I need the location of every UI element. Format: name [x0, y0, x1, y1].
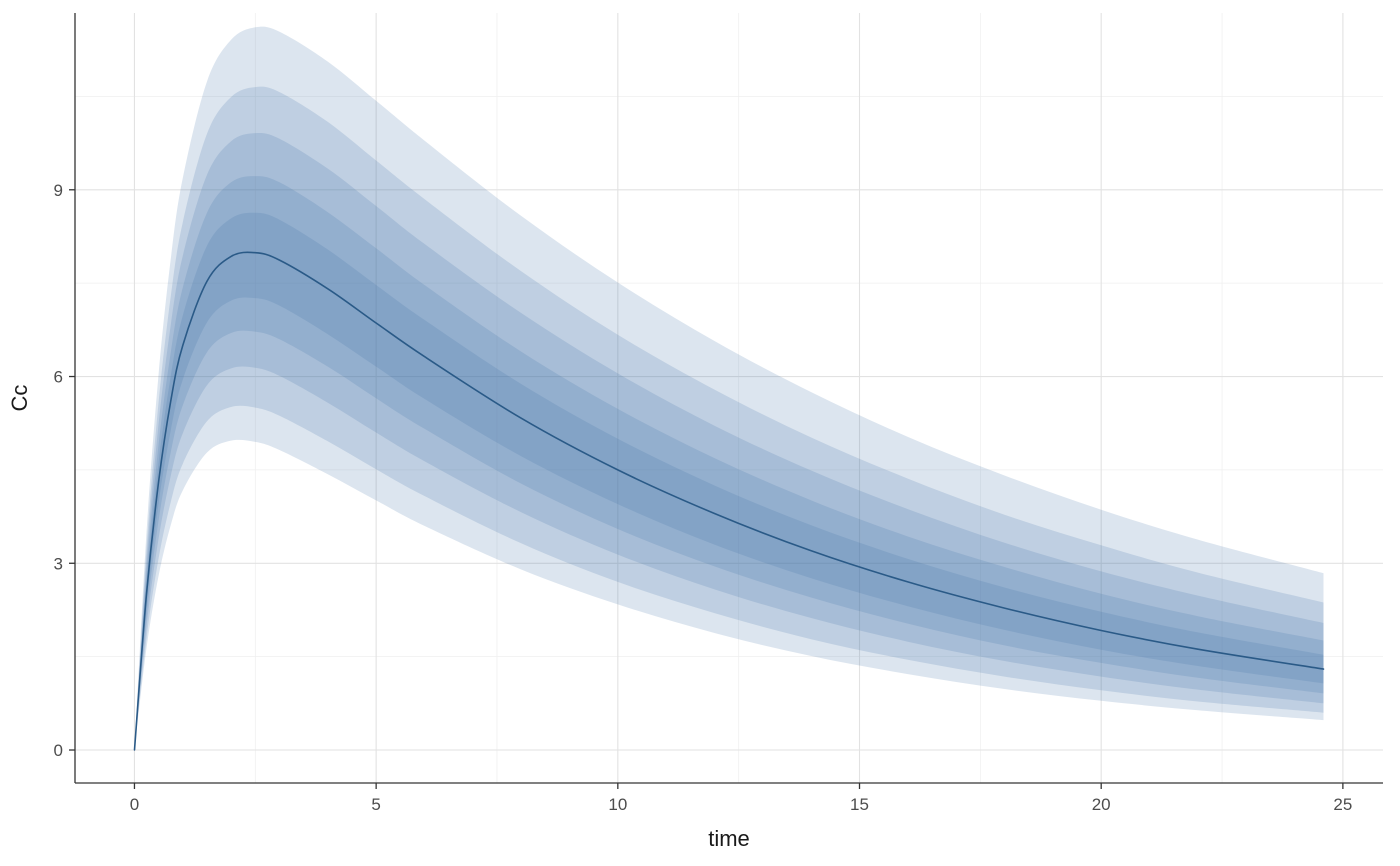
minor-gridlines — [75, 13, 1383, 783]
ribbon-band-outermost — [134, 26, 1324, 750]
x-tick-label: 15 — [850, 795, 869, 814]
x-tick-label: 20 — [1092, 795, 1111, 814]
ribbon-band-middle — [134, 132, 1324, 750]
y-tick-label: 6 — [54, 368, 63, 387]
ribbon-bands — [134, 26, 1324, 751]
major-gridlines — [75, 13, 1383, 783]
x-tick-label: 10 — [608, 795, 627, 814]
ribbon-band-narrow — [134, 176, 1324, 751]
x-tick-label: 25 — [1333, 795, 1352, 814]
axis-lines — [74, 13, 1383, 784]
ribbon-band-innermost — [134, 212, 1324, 750]
median-line-group — [133, 251, 1325, 751]
ribbon-band-wide — [134, 86, 1324, 751]
x-tick-label: 5 — [371, 795, 380, 814]
tick-labels: 0 5 10 15 20 25 0 3 6 9 — [54, 181, 1353, 814]
x-axis-title: time — [708, 826, 750, 851]
median-line — [133, 251, 1325, 751]
y-tick-label: 3 — [54, 554, 63, 573]
x-tick-label: 0 — [130, 795, 139, 814]
tick-marks — [69, 189, 1344, 789]
y-tick-label: 9 — [54, 181, 63, 200]
y-tick-label: 0 — [54, 741, 63, 760]
y-axis-title: Cc — [7, 385, 32, 412]
